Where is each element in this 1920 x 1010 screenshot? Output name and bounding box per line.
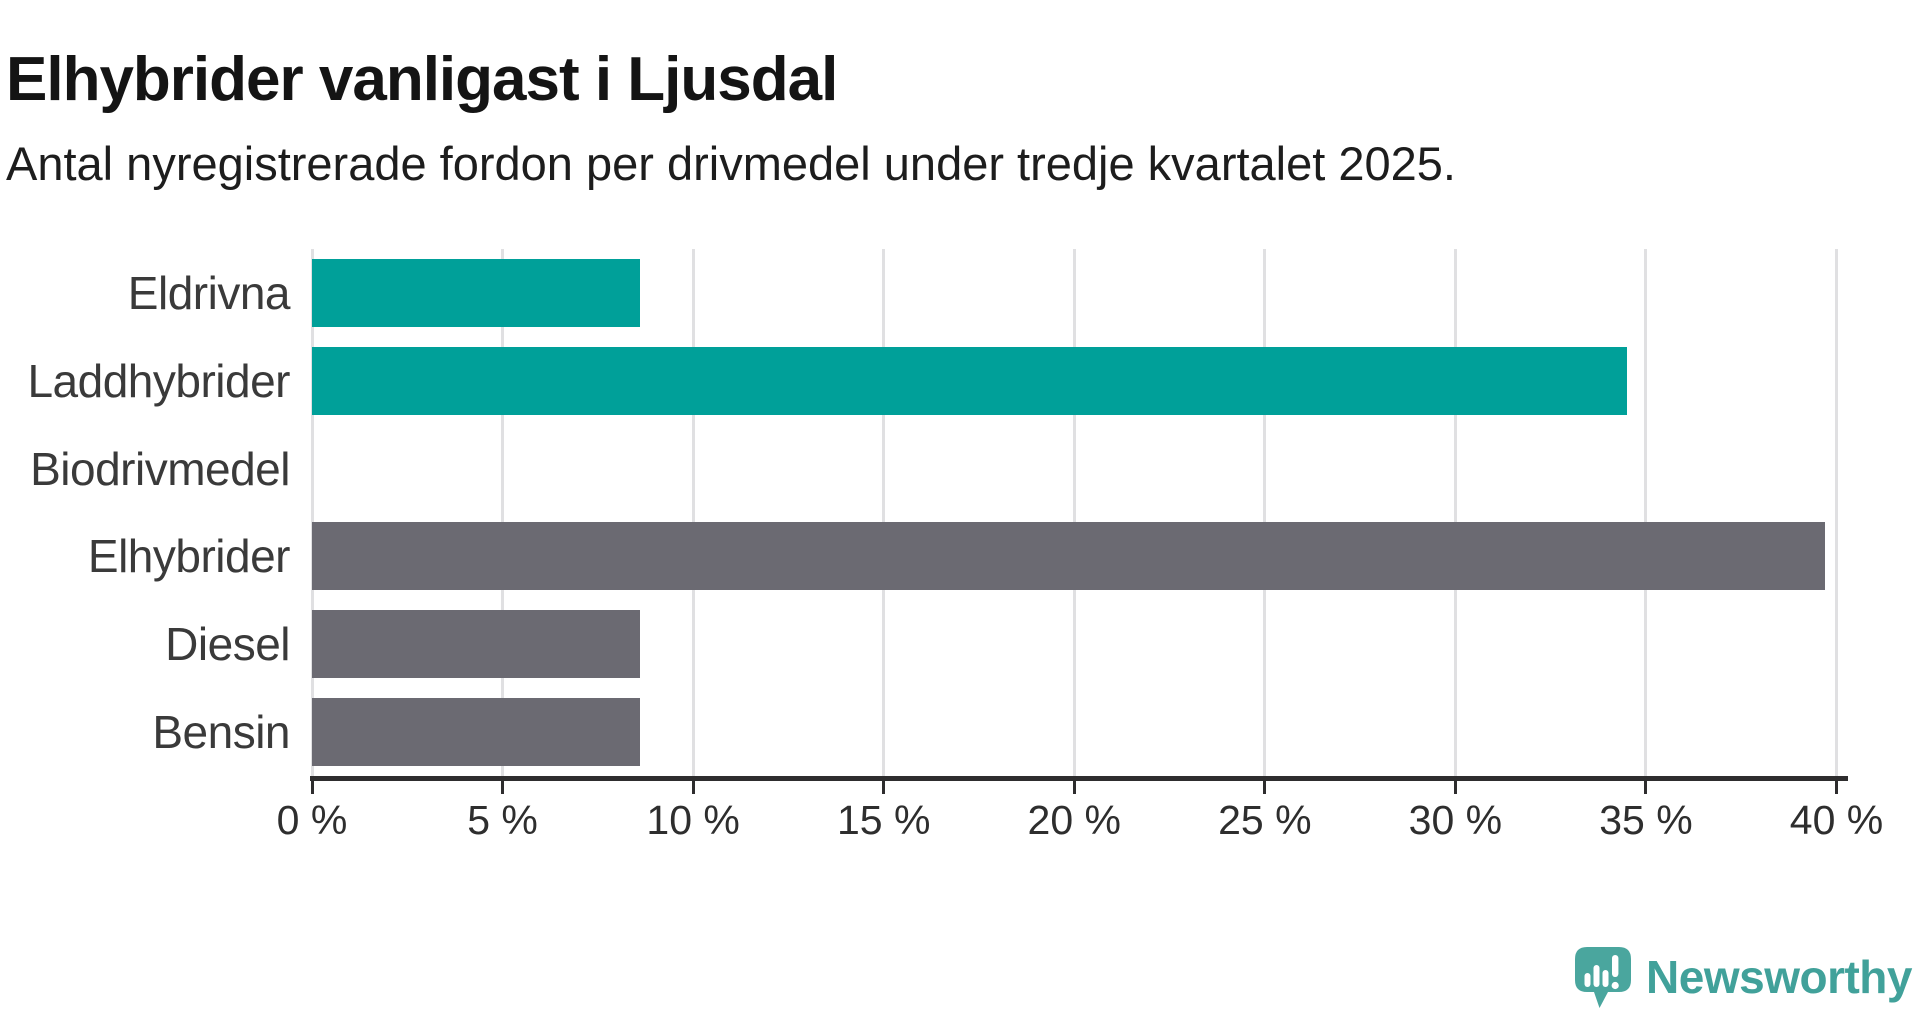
x-tick bbox=[882, 781, 886, 794]
x-axis-line bbox=[310, 776, 1848, 781]
gridline bbox=[1453, 249, 1457, 776]
x-tick-label: 20 % bbox=[1027, 797, 1121, 843]
x-tick-label: 0 % bbox=[276, 797, 348, 843]
x-tick-label: 30 % bbox=[1408, 797, 1503, 843]
bar bbox=[312, 258, 640, 327]
x-tick bbox=[1263, 781, 1267, 794]
gridline bbox=[882, 249, 886, 776]
x-tick-label: 25 % bbox=[1218, 797, 1312, 843]
x-tick bbox=[1453, 781, 1457, 794]
x-tick-label: 35 % bbox=[1599, 797, 1693, 843]
x-tick bbox=[1072, 781, 1076, 794]
gridline bbox=[1644, 249, 1648, 776]
gridline bbox=[691, 249, 695, 776]
gridline bbox=[501, 249, 505, 776]
bar bbox=[312, 698, 640, 767]
gridline bbox=[1835, 249, 1838, 776]
bar bbox=[312, 346, 1627, 415]
x-tick bbox=[1835, 781, 1838, 794]
x-tick bbox=[1644, 781, 1648, 794]
category-label: Eldrivna bbox=[127, 266, 291, 319]
category-label: Elhybrider bbox=[87, 530, 291, 583]
category-label: Laddhybrider bbox=[27, 354, 290, 407]
bar bbox=[312, 522, 1826, 591]
category-label: Diesel bbox=[165, 618, 290, 671]
gridline bbox=[1072, 249, 1076, 776]
bar bbox=[312, 610, 640, 679]
x-tick-label: 15 % bbox=[836, 797, 931, 843]
gridline bbox=[1263, 249, 1267, 776]
category-label: Bensin bbox=[152, 706, 290, 759]
gridline bbox=[310, 249, 314, 776]
category-label: Biodrivmedel bbox=[30, 442, 290, 495]
newsworthy-speech-bubble-bar-chart-icon bbox=[1575, 946, 1632, 1008]
newsworthy-logo-text: Newsworthy bbox=[1646, 951, 1912, 1003]
x-tick bbox=[691, 781, 695, 794]
chart-subtitle: Antal nyregistrerade fordon per drivmede… bbox=[6, 137, 1456, 190]
newsworthy-logo: Newsworthy bbox=[1574, 944, 1912, 1010]
x-tick bbox=[501, 781, 505, 794]
x-tick-label: 10 % bbox=[646, 797, 740, 843]
x-tick-label: 5 % bbox=[467, 797, 538, 843]
chart-title: Elhybrider vanligast i Ljusdal bbox=[6, 44, 838, 114]
x-tick bbox=[310, 781, 314, 794]
x-tick-label: 40 % bbox=[1789, 797, 1884, 843]
